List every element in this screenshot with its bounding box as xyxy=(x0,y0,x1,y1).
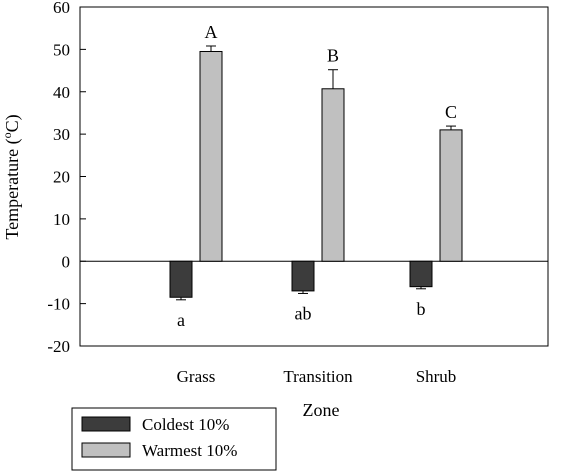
bar xyxy=(291,260,315,292)
y-tick-label: 0 xyxy=(62,252,71,271)
legend: Coldest 10% Warmest 10% xyxy=(71,407,277,471)
bar xyxy=(409,260,433,288)
x-tick-label: Shrub xyxy=(416,367,457,386)
legend-label: Warmest 10% xyxy=(142,441,237,460)
x-tick-label: Grass xyxy=(177,367,216,386)
y-axis-title-main: Temperature ( xyxy=(2,138,23,239)
bar xyxy=(169,260,193,298)
significance-label: ab xyxy=(295,303,312,323)
legend-swatch xyxy=(81,416,131,432)
y-axis-title-unit: C) xyxy=(2,114,23,132)
bar xyxy=(199,50,223,262)
plot-area: -20 -10 0 10 20 30 40 50 60 Grass Transition Shrub a… xyxy=(47,0,549,386)
x-tick-label: Transition xyxy=(283,367,353,386)
y-axis-title: Temperature (oC) xyxy=(0,114,23,239)
significance-label: b xyxy=(417,299,426,319)
x-axis-title: Zone xyxy=(303,400,340,420)
y-tick-label: -10 xyxy=(47,295,70,314)
y-tick-label: 40 xyxy=(53,83,70,102)
y-axis-title-superscript: o xyxy=(0,132,14,138)
bar xyxy=(321,88,345,262)
y-tick-label: 20 xyxy=(53,168,70,187)
plot-frame xyxy=(79,6,549,347)
significance-label: A xyxy=(205,22,218,42)
legend-swatch xyxy=(81,442,131,458)
significance-label: C xyxy=(445,102,457,122)
significance-label: a xyxy=(177,310,185,330)
y-tick-label: 50 xyxy=(53,40,70,59)
bar xyxy=(439,129,463,262)
legend-box xyxy=(71,407,277,471)
legend-label: Coldest 10% xyxy=(142,415,229,434)
y-tick-label: 30 xyxy=(53,125,70,144)
significance-label: B xyxy=(327,46,339,66)
y-tick-label: 60 xyxy=(53,0,70,17)
y-tick-label: -20 xyxy=(47,337,70,356)
y-tick-label: 10 xyxy=(53,210,70,229)
